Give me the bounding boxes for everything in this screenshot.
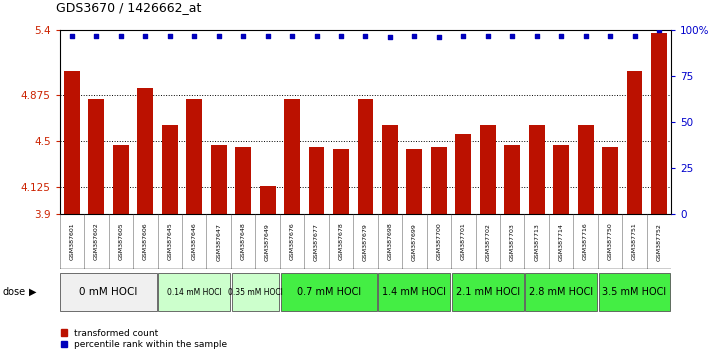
Text: GSM387645: GSM387645 <box>167 223 173 261</box>
Point <box>457 33 469 39</box>
Point <box>433 35 445 40</box>
Bar <box>651 33 667 214</box>
Bar <box>186 99 202 214</box>
Bar <box>602 147 618 214</box>
Bar <box>88 99 104 214</box>
Bar <box>309 147 325 214</box>
Point <box>311 33 323 39</box>
Text: GSM387701: GSM387701 <box>461 223 466 261</box>
Text: GSM387649: GSM387649 <box>265 223 270 261</box>
Text: GSM387750: GSM387750 <box>608 223 612 261</box>
Point <box>115 33 127 39</box>
Point <box>604 33 616 39</box>
Text: 0.14 mM HOCl: 0.14 mM HOCl <box>167 287 221 297</box>
Bar <box>577 125 593 214</box>
Text: GSM387699: GSM387699 <box>412 223 417 261</box>
Bar <box>260 186 276 214</box>
Bar <box>333 149 349 214</box>
Point <box>140 33 151 39</box>
Bar <box>284 99 300 214</box>
Point <box>213 33 224 39</box>
Point <box>408 33 420 39</box>
Bar <box>280 273 377 311</box>
Text: GSM387698: GSM387698 <box>387 223 392 261</box>
Text: 0 mM HOCl: 0 mM HOCl <box>79 287 138 297</box>
Point <box>482 33 494 39</box>
Text: 0.7 mM HOCl: 0.7 mM HOCl <box>297 287 361 297</box>
Point <box>262 33 274 39</box>
Bar <box>357 99 373 214</box>
Point <box>189 33 200 39</box>
Point <box>360 33 371 39</box>
Bar <box>598 273 670 311</box>
Point <box>507 33 518 39</box>
Point <box>335 33 347 39</box>
Text: 1.4 mM HOCl: 1.4 mM HOCl <box>382 287 446 297</box>
Bar <box>505 145 521 214</box>
Point <box>555 33 567 39</box>
Point <box>579 33 591 39</box>
Text: dose: dose <box>2 287 25 297</box>
Text: GDS3670 / 1426662_at: GDS3670 / 1426662_at <box>56 1 202 14</box>
Text: ▶: ▶ <box>29 287 36 297</box>
Text: GSM387702: GSM387702 <box>486 223 490 261</box>
Bar <box>232 273 279 311</box>
Point <box>384 35 396 40</box>
Text: 0.35 mM HOCl: 0.35 mM HOCl <box>228 287 282 297</box>
Point <box>653 27 665 33</box>
Point <box>629 33 641 39</box>
Bar <box>627 70 643 214</box>
Bar <box>480 125 496 214</box>
Point <box>531 33 542 39</box>
Bar <box>455 135 471 214</box>
Text: GSM387677: GSM387677 <box>314 223 319 261</box>
Bar <box>158 273 230 311</box>
Text: GSM387716: GSM387716 <box>583 223 588 261</box>
Text: GSM387602: GSM387602 <box>94 223 99 261</box>
Bar <box>138 88 154 214</box>
Bar <box>431 147 447 214</box>
Bar <box>210 145 226 214</box>
Text: 2.1 mM HOCl: 2.1 mM HOCl <box>456 287 520 297</box>
Bar <box>64 70 80 214</box>
Bar <box>452 273 523 311</box>
Text: GSM387606: GSM387606 <box>143 223 148 261</box>
Bar <box>382 125 398 214</box>
Point <box>90 33 102 39</box>
Text: GSM387700: GSM387700 <box>436 223 441 261</box>
Point <box>164 33 175 39</box>
Text: GSM387646: GSM387646 <box>191 223 197 261</box>
Text: GSM387676: GSM387676 <box>290 223 295 261</box>
Text: GSM387601: GSM387601 <box>69 223 74 261</box>
Text: GSM387679: GSM387679 <box>363 223 368 261</box>
Bar <box>406 149 422 214</box>
Text: GSM387678: GSM387678 <box>339 223 344 261</box>
Bar <box>529 125 545 214</box>
Bar <box>379 273 451 311</box>
Text: GSM387605: GSM387605 <box>119 223 123 261</box>
Bar <box>162 125 178 214</box>
Text: GSM387703: GSM387703 <box>510 223 515 261</box>
Point <box>66 33 78 39</box>
Bar <box>553 145 569 214</box>
Bar <box>235 147 251 214</box>
Text: GSM387752: GSM387752 <box>657 223 662 261</box>
Text: GSM387751: GSM387751 <box>632 223 637 261</box>
Bar <box>113 145 129 214</box>
Text: GSM387647: GSM387647 <box>216 223 221 261</box>
Text: GSM387648: GSM387648 <box>241 223 245 261</box>
Bar <box>525 273 597 311</box>
Text: 3.5 mM HOCl: 3.5 mM HOCl <box>603 287 667 297</box>
Text: GSM387713: GSM387713 <box>534 223 539 261</box>
Legend: transformed count, percentile rank within the sample: transformed count, percentile rank withi… <box>60 329 227 349</box>
Text: 2.8 mM HOCl: 2.8 mM HOCl <box>529 287 593 297</box>
Point <box>237 33 249 39</box>
Bar <box>60 273 157 311</box>
Text: GSM387714: GSM387714 <box>558 223 563 261</box>
Point <box>286 33 298 39</box>
